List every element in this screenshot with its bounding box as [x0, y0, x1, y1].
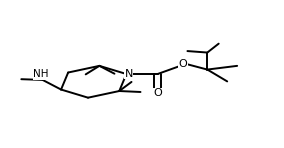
Text: NH: NH	[34, 69, 49, 79]
Text: O: O	[153, 88, 162, 98]
Text: N: N	[124, 69, 133, 79]
Text: O: O	[178, 59, 187, 69]
